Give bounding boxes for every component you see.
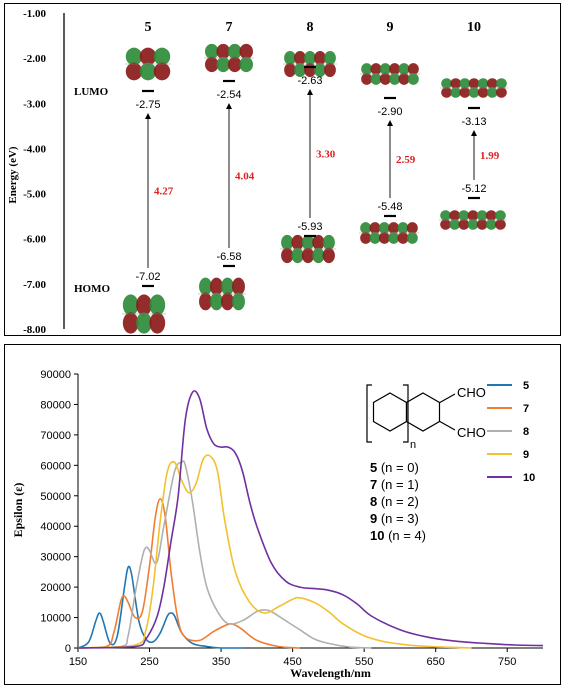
homo-energy-value: -6.58: [216, 251, 241, 263]
homo-energy-value: -5.12: [461, 183, 486, 195]
energy-tick-label: -4.00: [23, 143, 46, 155]
x-axis-title: Wavelength/nm: [290, 666, 371, 680]
compound-number: 5: [145, 20, 152, 35]
y-tick-label: 30000: [40, 552, 71, 564]
compound-number: 8: [307, 20, 314, 35]
y-tick-label: 40000: [40, 521, 71, 533]
energy-axis-title: Energy (eV): [7, 146, 19, 203]
energy-tick-label: -5.00: [23, 189, 46, 201]
y-tick-label: 0: [65, 643, 71, 655]
structure-legend-entry: 5 (n = 0): [370, 460, 419, 475]
absorption-spectrum-panel: [4, 344, 561, 685]
x-tick-label: 150: [69, 656, 87, 668]
lumo-energy-value: -3.13: [461, 116, 486, 128]
lumo-energy-value: -2.75: [135, 99, 160, 111]
homo-orbital-7: [198, 277, 246, 311]
y-axis-title: Epsilon (ε): [11, 483, 25, 538]
x-tick-label: 750: [498, 656, 516, 668]
lumo-energy-value: -2.54: [216, 89, 241, 101]
arrow-head: [226, 103, 232, 109]
legend-label-9: 9: [523, 449, 529, 461]
lumo-label: LUMO: [74, 86, 109, 98]
y-tick-label: 20000: [40, 582, 71, 594]
lumo-orbital-10: [440, 78, 508, 98]
arrow-head: [387, 120, 393, 126]
series-line-9: [77, 454, 472, 649]
arrow-head: [307, 89, 313, 95]
homo-energy-value: -5.48: [377, 201, 402, 213]
arrow-head: [145, 113, 151, 119]
structure-legend-entry: 10 (n = 4): [370, 528, 426, 543]
band-gap-value: 3.30: [316, 149, 336, 161]
cho-top-label: CHO: [457, 385, 486, 400]
compound-number: 9: [387, 20, 394, 35]
energy-tick-label: -6.00: [23, 234, 46, 246]
energy-tick-label: -2.00: [23, 53, 46, 65]
homo-orbital-10: [439, 210, 507, 230]
band-gap-value: 4.04: [235, 171, 255, 183]
cho-bottom-label: CHO: [457, 425, 486, 440]
homo-orbital-8: [280, 234, 336, 264]
compound-number: 10: [467, 20, 481, 35]
legend-label-8: 8: [523, 426, 529, 438]
x-tick-label: 350: [212, 656, 230, 668]
lumo-orbital-7: [204, 43, 254, 73]
acene-dialdehyde-structure: [366, 384, 456, 443]
lumo-orbital-8: [283, 50, 337, 78]
x-tick-label: 650: [427, 656, 445, 668]
energy-diagram-panel: [4, 3, 561, 336]
y-tick-label: 70000: [40, 430, 71, 442]
structure-legend-entry: 9 (n = 3): [370, 511, 419, 526]
energy-tick-label: -3.00: [23, 98, 46, 110]
lumo-orbital-5: [125, 47, 171, 81]
energy-tick-label: -8.00: [23, 324, 46, 336]
y-tick-label: 60000: [40, 460, 71, 472]
energy-tick-label: -7.00: [23, 279, 46, 291]
series-line-7: [77, 497, 300, 649]
compound-number: 7: [226, 20, 233, 35]
lumo-orbital-9: [360, 63, 420, 85]
y-tick-label: 50000: [40, 491, 71, 503]
x-tick-label: 550: [355, 656, 373, 668]
y-tick-label: 90000: [40, 369, 71, 381]
homo-orbital-5: [122, 294, 166, 334]
energy-tick-label: -1.00: [23, 8, 46, 20]
structure-n-label: n: [410, 439, 416, 451]
arrow-head: [471, 130, 477, 136]
band-gap-value: 2.59: [396, 154, 416, 166]
legend-label-7: 7: [523, 403, 529, 415]
homo-energy-value: -7.02: [135, 271, 160, 283]
x-tick-label: 250: [140, 656, 158, 668]
homo-energy-value: -5.93: [297, 221, 322, 233]
lumo-energy-value: -2.63: [297, 75, 322, 87]
homo-label: HOMO: [74, 283, 110, 295]
energy-level-diagram: -1.00 -2.00 -3.00 -4.00 -5.00 -6.00 -7.00 -8.00…: [7, 8, 508, 336]
series-line-10: [77, 390, 544, 649]
y-tick-label: 80000: [40, 399, 71, 411]
legend-label-10: 10: [523, 472, 535, 484]
band-gap-value: 1.99: [480, 150, 500, 162]
structure-legend-entry: 8 (n = 2): [370, 494, 419, 509]
homo-orbital-9: [359, 222, 419, 244]
x-tick-label: 450: [283, 656, 301, 668]
lumo-energy-value: -2.90: [377, 106, 402, 118]
y-tick-label: 10000: [40, 613, 71, 625]
legend-label-5: 5: [523, 380, 529, 392]
structure-legend-entry: 7 (n = 1): [370, 477, 419, 492]
series-line-8: [77, 460, 372, 649]
band-gap-value: 4.27: [154, 186, 174, 198]
